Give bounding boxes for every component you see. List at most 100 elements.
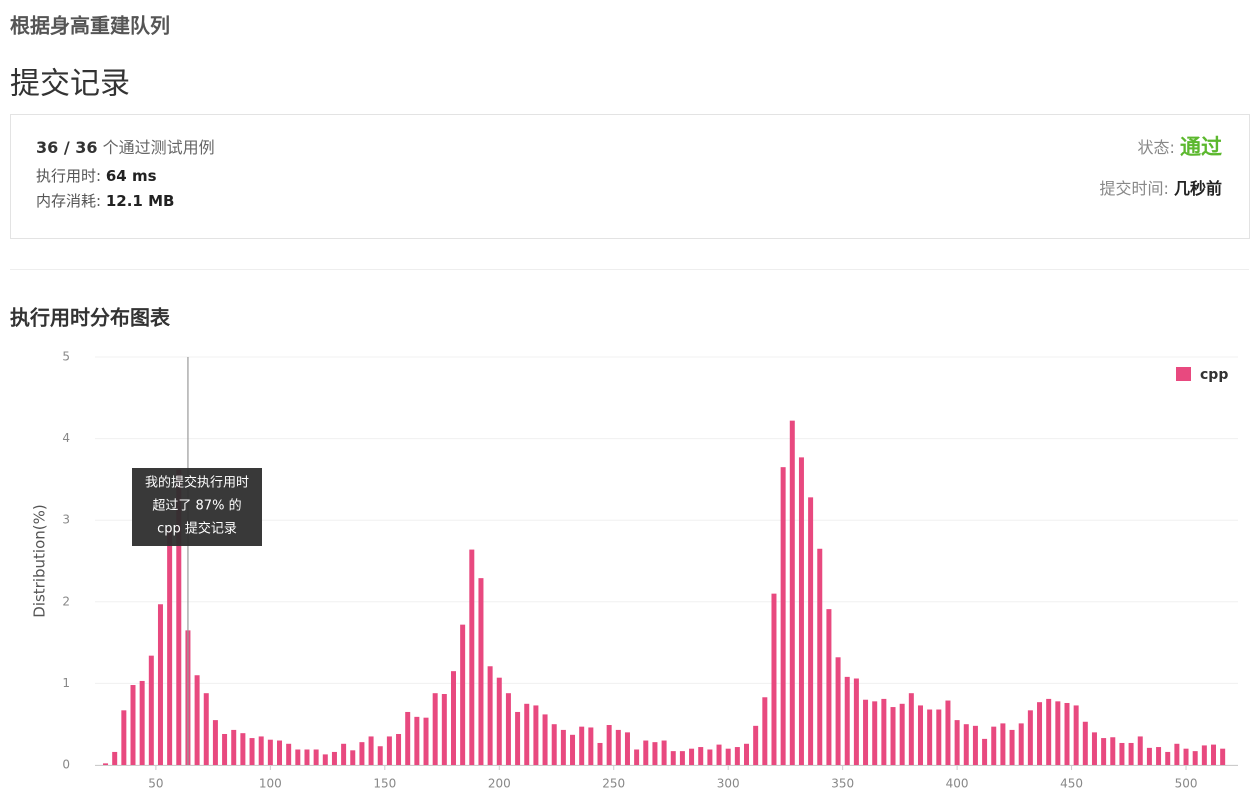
submit-time: 提交时间: 几秒前 (1099, 179, 1222, 198)
y-axis-label: Distribution(%) (31, 504, 49, 617)
bar (963, 724, 969, 765)
memory-label: 内存消耗: (36, 192, 101, 210)
bar (524, 703, 530, 765)
bar (478, 578, 484, 765)
bar (624, 732, 630, 765)
bar (396, 733, 402, 765)
bar (542, 714, 548, 765)
bar (606, 725, 612, 765)
passed-suffix: 个通过测试用例 (103, 138, 215, 157)
bar (194, 675, 200, 765)
bar (405, 711, 411, 765)
y-tick-label: 1 (62, 676, 70, 690)
bar (157, 604, 163, 765)
bar (1009, 729, 1015, 765)
bar (771, 593, 777, 765)
bar (780, 467, 786, 765)
bar (753, 725, 759, 765)
status-label: 状态: (1138, 138, 1175, 157)
bar (1018, 723, 1024, 765)
bar (167, 528, 173, 765)
bar (423, 717, 429, 765)
bar (1183, 748, 1189, 765)
bar (414, 716, 420, 765)
bar (972, 725, 978, 765)
bar (1037, 702, 1043, 765)
bar (112, 751, 118, 765)
bar (130, 685, 136, 765)
bar (734, 747, 740, 765)
bar (359, 742, 365, 765)
bar (863, 699, 869, 765)
bar (515, 711, 521, 765)
runtime-label: 执行用时: (36, 167, 101, 185)
bar (496, 677, 502, 765)
tooltip-line: 我的提交执行用时 (145, 475, 249, 491)
bar (789, 420, 795, 765)
bar (341, 743, 347, 765)
legend-swatch (1176, 367, 1191, 381)
bar (1046, 698, 1052, 765)
bar (1064, 702, 1070, 765)
tooltip-box (132, 468, 262, 546)
bar (698, 747, 704, 765)
bar (1027, 710, 1033, 765)
bar (1220, 748, 1226, 765)
bar (267, 739, 273, 765)
bar (853, 678, 859, 765)
bar (643, 740, 649, 765)
bar (460, 624, 466, 765)
bar (1192, 751, 1198, 765)
bar (1201, 745, 1207, 765)
bar (331, 751, 337, 765)
bar (1146, 747, 1152, 765)
x-tick-label: 100 (259, 777, 282, 791)
bar (295, 749, 301, 765)
bar (1165, 751, 1171, 765)
memory-value: 12.1 MB (106, 192, 175, 210)
bar (679, 751, 685, 765)
legend-label: cpp (1200, 367, 1228, 383)
bar (917, 705, 923, 765)
bar (570, 734, 576, 765)
bar (936, 709, 942, 765)
bar (1110, 737, 1116, 765)
bar (798, 457, 804, 765)
bar (258, 736, 264, 765)
bar (1091, 732, 1097, 765)
bar (551, 724, 557, 765)
x-tick-label: 200 (488, 777, 511, 791)
bar (469, 549, 475, 765)
bar (386, 736, 392, 765)
bar (450, 671, 456, 765)
bar (689, 748, 695, 765)
bar (725, 748, 731, 765)
bar (249, 738, 255, 765)
bar (103, 763, 109, 765)
bar (487, 666, 493, 765)
bar (991, 726, 997, 765)
status-value: 通过 (1180, 135, 1222, 159)
bar (432, 693, 438, 765)
bar (945, 700, 951, 765)
time-label: 提交时间: (1099, 179, 1168, 198)
section-title: 执行用时分布图表 (10, 306, 171, 330)
bar (615, 729, 621, 765)
bar (505, 693, 511, 765)
bar (350, 750, 356, 765)
bar (1137, 736, 1143, 765)
bar (1073, 705, 1079, 765)
bar (835, 657, 841, 765)
bar (203, 693, 209, 765)
bar (212, 720, 218, 765)
bar (368, 736, 374, 765)
bar (817, 548, 823, 765)
bar (670, 751, 676, 765)
bar (533, 705, 539, 765)
runtime: 执行用时: 64 ms (36, 167, 157, 185)
bar (231, 729, 237, 765)
bar (634, 749, 640, 765)
y-tick-label: 5 (62, 350, 70, 364)
bar (1082, 721, 1088, 765)
